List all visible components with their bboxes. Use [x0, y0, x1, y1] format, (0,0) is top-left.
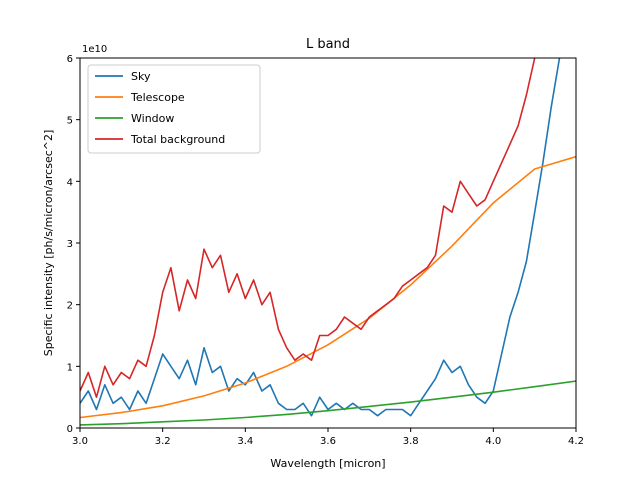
series-line-2 — [80, 380, 576, 426]
y-tick-label: 6 — [67, 54, 73, 65]
legend-label-3: Total background — [130, 133, 225, 146]
y-tick-label: 0 — [67, 424, 73, 435]
series-line-3 — [80, 58, 536, 398]
x-tick-label: 3.6 — [320, 436, 336, 447]
y-tick-label: 2 — [67, 301, 73, 312]
x-tick-label: 3.8 — [403, 436, 419, 447]
x-tick-label: 3.2 — [155, 436, 171, 447]
legend-label-0: Sky — [131, 70, 151, 83]
series-line-1 — [80, 155, 576, 419]
chart-title: L band — [306, 37, 350, 52]
series-line-0 — [80, 58, 561, 417]
x-tick-label: 4.0 — [485, 436, 501, 447]
y-tick-label: 5 — [67, 116, 73, 127]
series-group — [80, 58, 576, 426]
y-tick-label: 1 — [67, 362, 73, 373]
y-scale-label: 1e10 — [82, 44, 107, 55]
x-tick-label: 3.4 — [237, 436, 253, 447]
y-tick-label: 4 — [67, 177, 73, 188]
y-axis-label: Specific intensity [ph/s/micron/arcsec^2… — [42, 130, 55, 357]
legend: Sky Telescope Window Total background — [87, 64, 261, 154]
legend-label-1: Telescope — [130, 91, 185, 104]
legend-label-2: Window — [131, 112, 174, 125]
x-axis-label: Wavelength [micron] — [270, 457, 385, 470]
y-tick-label: 3 — [67, 239, 73, 250]
x-tick-label: 4.2 — [568, 436, 584, 447]
y-axis: 0 1 2 3 4 5 6 — [67, 54, 80, 435]
x-axis: 3.0 3.2 3.4 3.6 3.8 4.0 4.2 — [72, 428, 584, 447]
x-tick-label: 3.0 — [72, 436, 88, 447]
legend-box — [87, 64, 261, 154]
